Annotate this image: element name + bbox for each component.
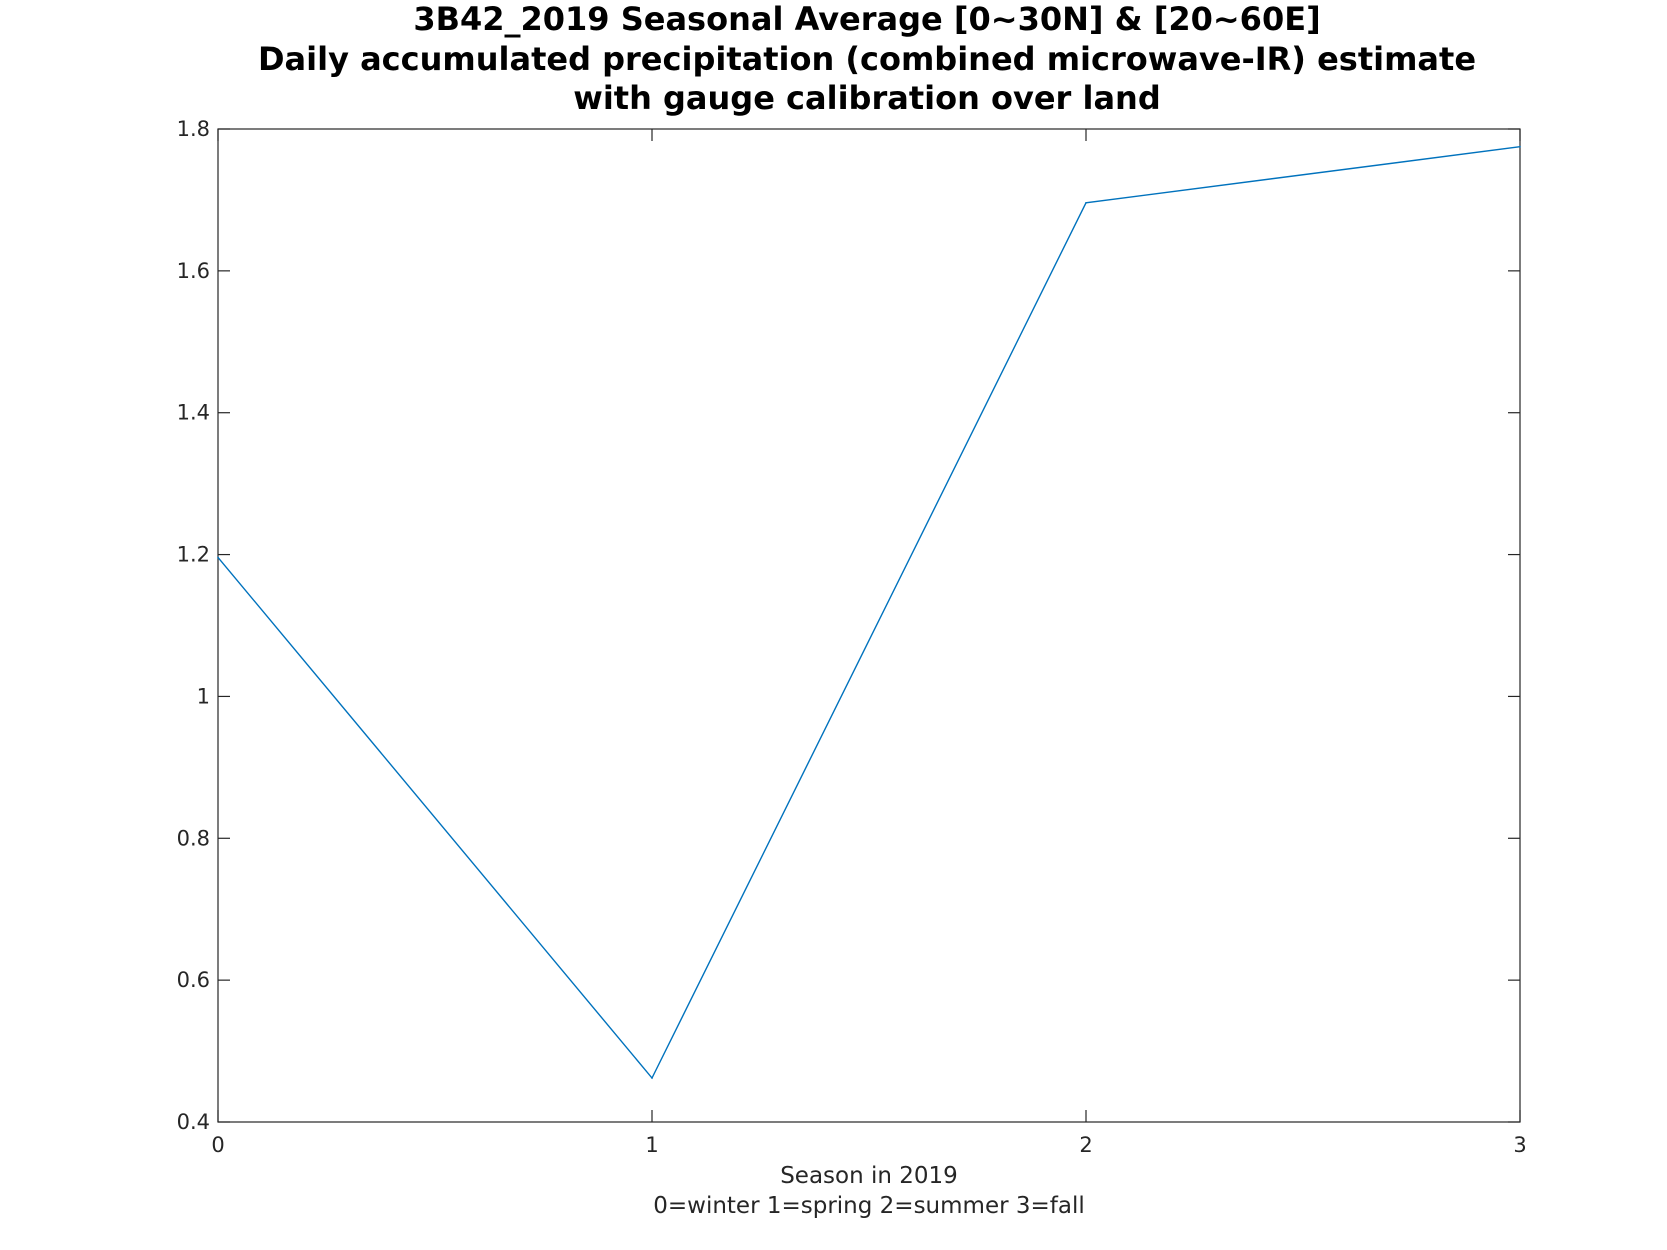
x-tick-label: 0 (211, 1133, 224, 1157)
y-tick-label: 0.8 (177, 826, 210, 850)
data-point (1085, 201, 1087, 204)
x-tick-label: 3 (1513, 1133, 1526, 1157)
y-tick-label: 1.6 (177, 259, 210, 283)
chart-title: 3B42_2019 Seasonal Average [0~30N] & [20… (258, 0, 1476, 117)
chart-title-line-2: Daily accumulated precipitation (combine… (258, 40, 1476, 78)
x-axis-label: Season in 2019 0=winter 1=spring 2=summe… (653, 1163, 1085, 1219)
x-axis-label-line-2: 0=winter 1=spring 2=summer 3=fall (653, 1193, 1085, 1219)
chart-title-line-3: with gauge calibration over land (573, 79, 1160, 117)
x-tick-label: 1 (645, 1133, 658, 1157)
plot-area (217, 128, 1521, 1123)
x-axis: 0 1 2 3 (211, 129, 1527, 1157)
y-tick-label: 0.6 (177, 968, 210, 992)
y-tick-label: 1 (197, 684, 210, 708)
data-point (651, 1077, 653, 1079)
y-tick-label: 1.2 (177, 543, 210, 567)
y-tick-label: 1.8 (177, 117, 210, 141)
x-tick-label: 2 (1079, 1133, 1092, 1157)
y-tick-label: 0.4 (177, 1110, 210, 1134)
series-line (217, 146, 1521, 1080)
data-point (1519, 145, 1521, 148)
data-point (217, 556, 219, 559)
chart-title-line-1: 3B42_2019 Seasonal Average [0~30N] & [20… (413, 0, 1320, 38)
x-axis-label-line-1: Season in 2019 (780, 1163, 958, 1189)
y-axis: 0.4 0.6 0.8 1 1.2 1.4 1.6 1.8 (177, 117, 1520, 1134)
y-tick-label: 1.4 (177, 401, 210, 425)
series-layer (217, 145, 1521, 1080)
